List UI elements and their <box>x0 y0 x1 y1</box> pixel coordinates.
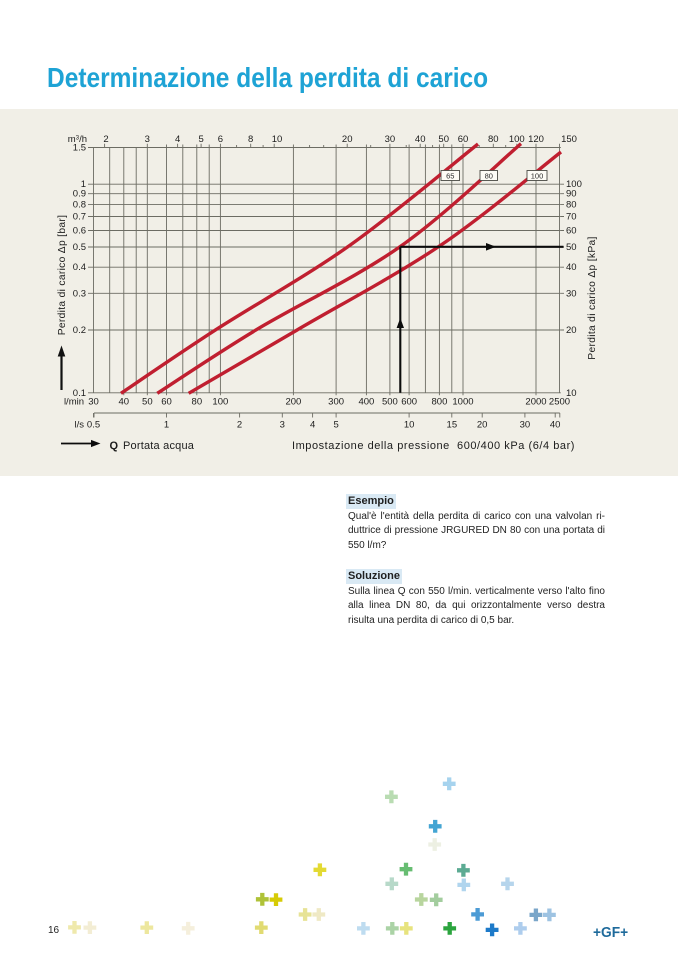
svg-text:m3/h: m3/h <box>68 134 87 145</box>
svg-text:3: 3 <box>280 420 285 431</box>
svg-text:0.5: 0.5 <box>73 242 86 253</box>
svg-text:20: 20 <box>342 134 353 145</box>
svg-text:60: 60 <box>161 397 172 408</box>
svg-text:30: 30 <box>566 288 577 299</box>
svg-text:Portata acqua: Portata acqua <box>123 440 195 452</box>
svg-text:50: 50 <box>566 242 577 253</box>
svg-text:20: 20 <box>566 325 577 336</box>
svg-text:20: 20 <box>477 420 488 431</box>
svg-text:300: 300 <box>328 397 344 408</box>
svg-text:4: 4 <box>310 420 315 431</box>
svg-text:2000: 2000 <box>525 397 546 408</box>
svg-text:1.5: 1.5 <box>73 142 86 153</box>
svg-text:30: 30 <box>88 397 99 408</box>
svg-text:Impostazione della pressione: Impostazione della pressione 600/400 kPa… <box>292 440 575 452</box>
svg-text:60: 60 <box>566 225 577 236</box>
svg-text:90: 90 <box>566 189 577 200</box>
svg-text:6: 6 <box>218 134 223 145</box>
svg-text:0.5: 0.5 <box>87 420 100 431</box>
svg-text:l/s: l/s <box>75 420 85 431</box>
svg-text:400: 400 <box>358 397 374 408</box>
svg-text:65: 65 <box>446 171 454 180</box>
svg-text:15: 15 <box>447 420 458 431</box>
svg-text:0.2: 0.2 <box>73 325 86 336</box>
svg-text:40: 40 <box>119 397 130 408</box>
svg-text:100: 100 <box>531 171 544 180</box>
svg-text:100: 100 <box>509 134 525 145</box>
svg-text:1: 1 <box>164 420 169 431</box>
svg-text:10: 10 <box>404 420 415 431</box>
svg-text:40: 40 <box>415 134 426 145</box>
svg-text:150: 150 <box>561 134 577 145</box>
svg-text:40: 40 <box>550 420 561 431</box>
svg-text:120: 120 <box>528 134 544 145</box>
svg-text:50: 50 <box>142 397 153 408</box>
svg-text:2: 2 <box>237 420 242 431</box>
svg-text:0.3: 0.3 <box>73 288 86 299</box>
svg-text:60: 60 <box>458 134 469 145</box>
svg-text:10: 10 <box>272 134 283 145</box>
svg-text:0.4: 0.4 <box>73 262 86 273</box>
svg-text:80: 80 <box>192 397 203 408</box>
svg-text:70: 70 <box>566 212 577 223</box>
svg-text:Q: Q <box>110 440 119 452</box>
svg-text:600: 600 <box>401 397 417 408</box>
svg-text:30: 30 <box>385 134 396 145</box>
svg-text:100: 100 <box>566 179 582 190</box>
svg-text:30: 30 <box>520 420 531 431</box>
svg-text:0.8: 0.8 <box>73 199 86 210</box>
svg-text:80: 80 <box>566 199 577 210</box>
svg-text:100: 100 <box>212 397 228 408</box>
svg-text:3: 3 <box>145 134 150 145</box>
svg-text:Perdita di carico Δp [kPa]: Perdita di carico Δp [kPa] <box>587 236 598 359</box>
svg-text:5: 5 <box>333 420 338 431</box>
svg-text:80: 80 <box>485 171 493 180</box>
svg-text:1: 1 <box>81 179 86 190</box>
svg-text:0.9: 0.9 <box>73 189 86 200</box>
svg-text:Perdita di carico Δp [bar]: Perdita di carico Δp [bar] <box>57 215 68 336</box>
svg-text:800: 800 <box>432 397 448 408</box>
svg-text:500: 500 <box>382 397 398 408</box>
svg-text:40: 40 <box>566 262 577 273</box>
svg-text:4: 4 <box>175 134 180 145</box>
svg-text:50: 50 <box>438 134 449 145</box>
svg-text:200: 200 <box>285 397 301 408</box>
svg-text:1000: 1000 <box>452 397 473 408</box>
svg-text:8: 8 <box>248 134 253 145</box>
svg-text:0.7: 0.7 <box>73 212 86 223</box>
svg-text:80: 80 <box>488 134 499 145</box>
svg-text:0.1: 0.1 <box>73 388 86 399</box>
svg-text:10: 10 <box>566 388 577 399</box>
svg-text:2: 2 <box>103 134 108 145</box>
svg-text:l/min: l/min <box>64 397 84 408</box>
svg-text:2500: 2500 <box>549 397 570 408</box>
svg-text:5: 5 <box>198 134 203 145</box>
svg-text:0.6: 0.6 <box>73 225 86 236</box>
